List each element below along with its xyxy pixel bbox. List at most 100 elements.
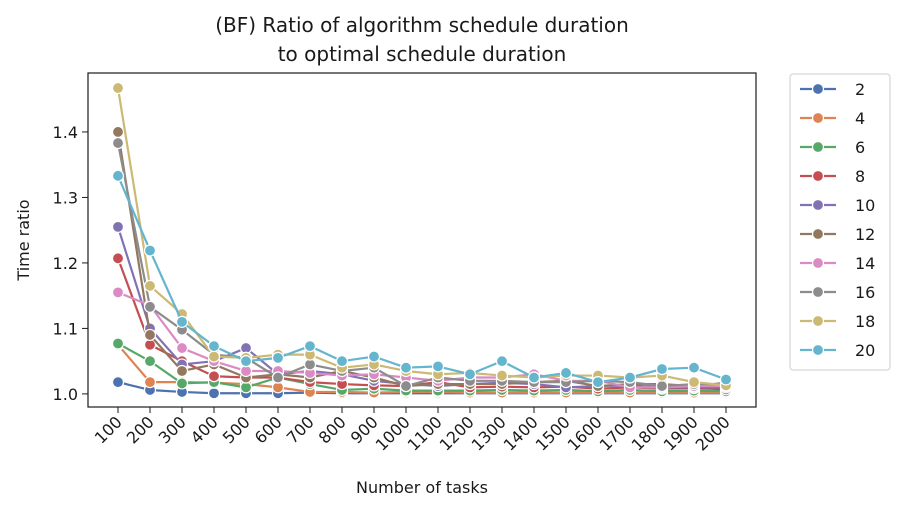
legend-marker xyxy=(811,82,825,96)
y-tick-label: 1.2 xyxy=(53,254,78,273)
data-point xyxy=(143,355,157,368)
data-point xyxy=(143,376,157,389)
legend-item: 16 xyxy=(800,283,875,302)
y-tick-label: 1.0 xyxy=(53,385,78,404)
data-point xyxy=(111,136,125,150)
data-point xyxy=(271,351,285,364)
data-point xyxy=(175,364,189,378)
legend-marker xyxy=(811,314,825,328)
x-tick-label: 1900 xyxy=(660,412,702,454)
y-tick-label: 1.3 xyxy=(53,188,78,207)
x-tick-label: 1200 xyxy=(436,412,478,454)
legend-label: 16 xyxy=(855,283,875,302)
data-point xyxy=(143,328,157,342)
legend-item: 8 xyxy=(800,167,865,186)
chart-title-line-1: (BF) Ratio of algorithm schedule duratio… xyxy=(215,13,629,37)
data-point xyxy=(111,81,125,95)
x-tick-label: 1600 xyxy=(564,412,606,454)
data-point xyxy=(111,337,125,350)
data-point xyxy=(399,379,413,393)
legend-marker xyxy=(811,198,825,212)
legend-label: 18 xyxy=(855,312,875,331)
legend-label: 6 xyxy=(855,138,865,157)
data-point xyxy=(143,279,157,292)
legend-marker xyxy=(811,111,825,125)
legend-label: 10 xyxy=(855,196,875,215)
data-point xyxy=(303,339,317,353)
legend-marker xyxy=(811,256,825,270)
data-point xyxy=(687,361,701,374)
legend-item: 4 xyxy=(800,109,865,128)
y-axis-ticks: 1.0 1.1 1.2 1.3 1.4 xyxy=(53,123,88,404)
data-point xyxy=(111,220,125,234)
legend-marker xyxy=(811,169,825,183)
data-point xyxy=(207,339,221,353)
x-tick-label: 400 xyxy=(187,412,222,447)
x-tick-label: 1800 xyxy=(628,412,670,454)
series-16 xyxy=(111,136,733,393)
x-axis-ticks: 1002003004005006007008009001000110012001… xyxy=(91,407,734,455)
x-tick-label: 1000 xyxy=(372,412,414,454)
x-tick-label: 600 xyxy=(251,412,286,447)
y-tick-label: 1.4 xyxy=(53,123,78,142)
x-tick-label: 1400 xyxy=(500,412,542,454)
series-20 xyxy=(111,169,733,389)
series-line xyxy=(116,257,727,391)
legend-item: 2 xyxy=(800,80,865,99)
data-point xyxy=(175,341,189,355)
data-point xyxy=(111,376,125,389)
data-point xyxy=(111,169,125,182)
data-point xyxy=(239,355,253,368)
data-point xyxy=(399,361,413,374)
legend-item: 10 xyxy=(800,196,875,215)
legend-label: 2 xyxy=(855,80,865,99)
legend-label: 8 xyxy=(855,167,865,186)
data-point xyxy=(463,368,477,381)
legend: 2 4 6 8 10 12 14 16 18 20 xyxy=(789,73,891,371)
legend-label: 14 xyxy=(855,254,875,273)
data-point xyxy=(143,244,157,257)
chart-title-line-2: to optimal schedule duration xyxy=(278,42,567,66)
y-tick-label: 1.1 xyxy=(53,319,78,338)
data-point xyxy=(111,252,125,265)
data-point xyxy=(655,379,669,393)
data-point xyxy=(207,387,221,400)
x-tick-label: 2000 xyxy=(692,412,734,454)
data-point xyxy=(591,376,605,389)
data-point xyxy=(207,350,221,363)
legend-item: 6 xyxy=(800,138,865,157)
legend-label: 4 xyxy=(855,109,865,128)
x-tick-label: 100 xyxy=(91,412,126,447)
legend-marker xyxy=(811,343,825,357)
data-point xyxy=(143,300,157,313)
data-point xyxy=(271,371,285,384)
data-point xyxy=(111,286,125,299)
legend-label: 20 xyxy=(855,341,875,360)
x-tick-label: 1500 xyxy=(532,412,574,454)
data-point xyxy=(431,360,445,373)
data-point xyxy=(175,315,189,328)
legend-label: 12 xyxy=(855,225,875,244)
data-point xyxy=(495,355,509,368)
x-tick-label: 300 xyxy=(155,412,190,447)
x-tick-label: 1100 xyxy=(404,412,446,454)
data-point xyxy=(175,377,189,390)
data-point xyxy=(207,370,221,383)
data-point xyxy=(719,373,733,386)
legend-item: 20 xyxy=(800,341,875,360)
series-18 xyxy=(111,81,733,392)
plot-frame xyxy=(87,72,757,408)
data-point xyxy=(687,376,701,389)
series-line xyxy=(116,87,727,387)
data-point xyxy=(527,371,541,384)
x-tick-label: 700 xyxy=(283,412,318,447)
x-tick-label: 500 xyxy=(219,412,254,447)
x-tick-label: 200 xyxy=(123,412,158,447)
data-point xyxy=(623,371,637,384)
data-point xyxy=(559,366,573,380)
legend-marker xyxy=(811,285,825,299)
x-tick-label: 1300 xyxy=(468,412,510,454)
x-axis-label: Number of tasks xyxy=(356,478,488,497)
legend-item: 14 xyxy=(800,254,875,273)
